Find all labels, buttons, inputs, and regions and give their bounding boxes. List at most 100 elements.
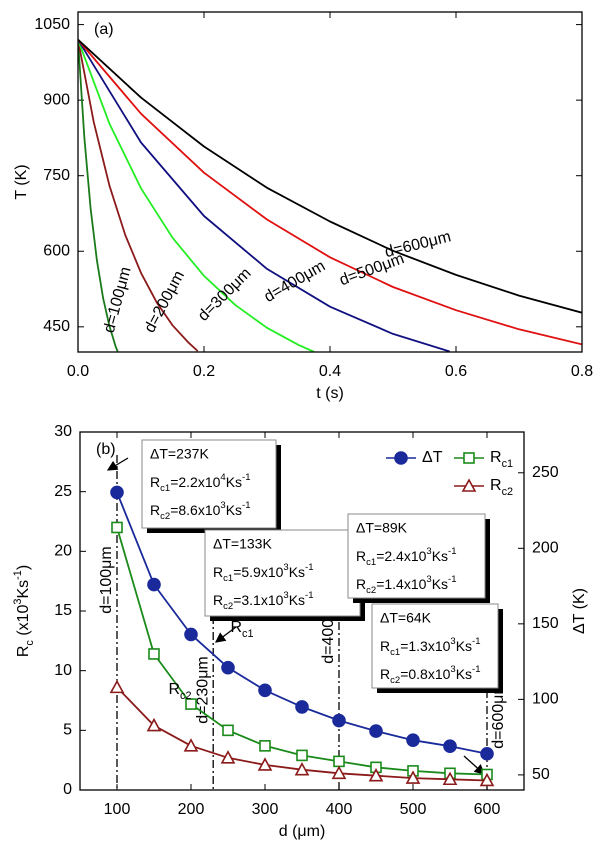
marker-label: d=600μm: [490, 681, 507, 748]
y-tick-label: 15: [54, 602, 72, 619]
annotation-text: Rc1=2.2x104Ks-1: [150, 472, 251, 494]
annotation: ΔT=64K Rc1=1.3x103Ks-1 Rc2=0.8x103Ks-1: [371, 603, 503, 693]
annotation-text: Rc1=2.4x103Ks-1: [356, 546, 457, 568]
point: [258, 683, 272, 698]
x-tick-label: 400: [326, 801, 353, 818]
point: [220, 750, 236, 764]
legend-label: ΔT: [422, 449, 443, 466]
annotation-text: Rc1=5.9x103Ks-1: [213, 562, 314, 584]
y-tick-label: 10: [54, 662, 72, 679]
annotation-text: Rc1=1.3x103Ks-1: [380, 636, 481, 658]
y-tick-label: 900: [43, 91, 70, 108]
series-line: [78, 39, 582, 346]
x-tick-label: 0.4: [319, 363, 341, 380]
series-line: [78, 39, 582, 314]
point: [480, 746, 494, 761]
x-tick-label: 300: [252, 801, 279, 818]
point: [110, 485, 124, 500]
x-axis-title: t (s): [316, 385, 344, 402]
plot-frame: [79, 431, 525, 791]
point: [442, 771, 458, 786]
y-tick-label: 0: [63, 781, 72, 798]
point: [146, 717, 162, 732]
y-axis-title: T (K): [13, 164, 30, 199]
series-line: [78, 39, 315, 352]
annotation-text: ΔT=89K: [356, 520, 408, 536]
y-tick-label: 450: [43, 318, 70, 335]
y-axis-title: Rc (x103Ks-1): [12, 565, 36, 657]
point: [222, 724, 234, 737]
annotation: ΔT=89K Rc1=2.4x103Ks-1 Rc2=1.4x103Ks-1: [347, 513, 490, 603]
series-line: [78, 39, 119, 352]
point: [148, 648, 160, 660]
x-tick-label: 0.2: [193, 363, 215, 380]
panel-label: (a): [94, 21, 114, 38]
annotation-text: ΔT=237K: [150, 446, 209, 462]
point: [368, 768, 384, 782]
y-tick-label: 600: [43, 242, 70, 259]
y2-tick-label: 150: [532, 615, 559, 632]
point: [221, 660, 235, 675]
y-tick-label: 20: [54, 543, 72, 560]
x-tick-label: 0.0: [67, 363, 89, 380]
annotation-box: [371, 603, 499, 689]
point: [443, 739, 457, 753]
series-label: d=300μm: [195, 265, 255, 325]
legend-marker: [461, 478, 477, 492]
marker-label: d=100μm: [98, 546, 115, 613]
y-tick-label: 25: [54, 483, 72, 500]
y2-tick-label: 250: [532, 464, 559, 481]
annotation-text: Rc2=1.4x103Ks-1: [356, 574, 457, 596]
point: [111, 521, 123, 534]
point: [257, 757, 273, 771]
x-tick-label: 100: [104, 801, 131, 818]
point: [147, 577, 161, 592]
point: [259, 740, 271, 752]
arrow: [214, 626, 237, 643]
marker-label: d=230μm: [194, 656, 211, 723]
legend-label: Rc1: [490, 449, 513, 470]
point: [405, 770, 421, 784]
point: [185, 698, 197, 710]
annotation-text: ΔT=133K: [213, 536, 272, 552]
series-label: d=200μm: [141, 268, 188, 336]
panel-label: (b): [96, 441, 116, 458]
point: [331, 765, 347, 780]
point: [479, 772, 495, 787]
x-tick-label: 600: [474, 801, 501, 818]
series-label: Rc1: [230, 619, 253, 640]
series-label: Rc2: [168, 681, 191, 702]
plot-frame: [77, 11, 583, 353]
y2-tick-label: 50: [532, 766, 550, 783]
legend-marker: [394, 451, 408, 465]
point: [183, 738, 199, 752]
y2-tick-label: 200: [532, 540, 559, 557]
y-tick-label: 5: [63, 722, 72, 739]
x-axis-title: d (μm): [279, 823, 326, 840]
x-tick-label: 0.6: [445, 363, 467, 380]
series-line: [78, 39, 199, 352]
point: [294, 762, 310, 776]
legend-label: Rc2: [490, 477, 513, 498]
y-tick-label: 1050: [34, 16, 70, 33]
point: [184, 627, 198, 642]
annotation: ΔT=237K Rc1=2.2x104Ks-1 Rc2=8.6x103Ks-1: [141, 439, 281, 533]
point: [369, 724, 383, 738]
point: [332, 713, 346, 728]
annotation-text: ΔT=64K: [380, 610, 432, 626]
annotation-text: Rc2=3.1x103Ks-1: [213, 590, 314, 612]
y-tick-label: 30: [54, 423, 72, 440]
point: [295, 700, 309, 714]
y2-axis-title: ΔT (K): [571, 588, 588, 634]
point: [406, 733, 420, 747]
annotation-box: [347, 513, 486, 599]
legend-marker: [463, 452, 475, 464]
x-tick-label: 500: [400, 801, 427, 818]
y-tick-label: 750: [43, 167, 70, 184]
series-line: [78, 39, 450, 352]
x-tick-label: 0.8: [571, 363, 593, 380]
annotation-box: [141, 439, 277, 529]
arrow: [106, 457, 129, 471]
y2-tick-label: 100: [532, 691, 559, 708]
